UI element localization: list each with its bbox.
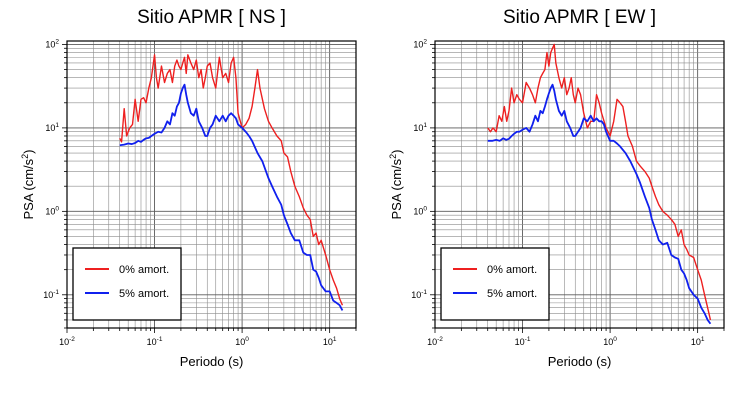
legend-box xyxy=(72,247,182,321)
x-axis-label: Periodo (s) xyxy=(180,354,244,369)
x-axis-label: Periodo (s) xyxy=(548,354,612,369)
x-tick-label: 101 xyxy=(323,336,337,347)
chart-ns: Sitio APMR [ NS ] 10-2 10-1 100 101 10-1 100 10… xyxy=(20,7,357,369)
y-tick-label: 101 xyxy=(45,122,59,133)
chart-title: Sitio APMR [ EW ] xyxy=(503,7,656,28)
chart-ew: Sitio APMR [ EW ] 10-2 10-1 100 101 10-1 100 10… xyxy=(388,7,725,369)
legend-label: 0% amort. xyxy=(487,264,537,276)
legend-label: 5% amort. xyxy=(119,288,169,300)
x-tick-label: 101 xyxy=(691,336,705,347)
legend-label: 0% amort. xyxy=(119,264,169,276)
y-tick-label: 101 xyxy=(413,122,427,133)
y-tick-label: 100 xyxy=(45,205,59,216)
y-axis-label: PSA (cm/s2) xyxy=(388,149,404,219)
x-tick-label: 100 xyxy=(235,336,249,347)
series-line-damped xyxy=(119,83,344,311)
x-tick-label: 10-1 xyxy=(147,336,163,347)
y-tick-label: 102 xyxy=(413,38,427,49)
series-line-damped xyxy=(487,83,712,325)
legend-box xyxy=(440,247,550,321)
y-tick-label: 100 xyxy=(413,205,427,216)
legend: 0% amort. 5% amort. xyxy=(72,247,182,321)
y-axis-label: PSA (cm/s2) xyxy=(20,149,36,219)
x-tick-label: 10-1 xyxy=(515,336,531,347)
y-tick-label: 102 xyxy=(45,38,59,49)
series-line-undamped xyxy=(119,54,344,306)
x-tick-label: 10-2 xyxy=(59,336,75,347)
legend-label: 5% amort. xyxy=(487,288,537,300)
series-line-undamped xyxy=(487,43,712,321)
grid xyxy=(67,41,356,328)
plot-frame xyxy=(434,40,725,329)
legend: 0% amort. 5% amort. xyxy=(440,247,550,321)
x-tick-label: 10-2 xyxy=(427,336,443,347)
chart-title: Sitio APMR [ NS ] xyxy=(137,7,286,28)
plot-frame xyxy=(66,40,357,329)
y-tick-label: 10-1 xyxy=(411,289,427,300)
x-tick-label: 100 xyxy=(603,336,617,347)
y-tick-label: 10-1 xyxy=(43,289,59,300)
